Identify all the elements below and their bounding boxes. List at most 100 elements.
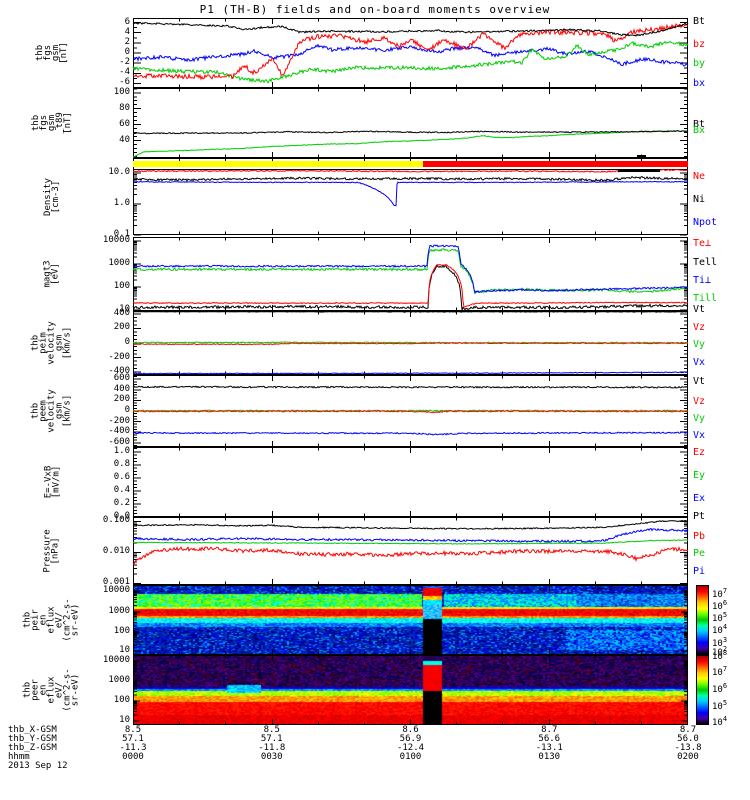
axis-value-thb_Y-GSM-0: 57.1: [122, 734, 144, 744]
density-legend-Npot: Npot: [693, 217, 718, 228]
electron-spec-cbar-label-1: 107: [712, 665, 728, 678]
peem-velocity-ytick-6: -600: [108, 436, 130, 447]
flag-bar-segment-1: [422, 161, 688, 167]
peem-velocity-ylabel-text: thb peem velocity gsm [km/s]: [30, 389, 73, 433]
density-mark-0: [618, 169, 661, 172]
density-trace-Ni: [132, 175, 689, 183]
axis-value-thb_Y-GSM-1: 57.1: [260, 734, 283, 744]
temperature-ytick-2: 100: [113, 280, 130, 291]
peem-velocity-trace-Vt: [132, 385, 689, 389]
temperature-trace-Till: [132, 248, 689, 295]
peim-velocity-trace-Vt: [133, 311, 689, 313]
ion-spec-ylabel: thb peir en eflux eV/ (cm^2-s- sr-eV): [4, 585, 100, 655]
pressure-legend-Pe: Pe: [693, 548, 706, 559]
electron-spec-ylabel-text: thb peer en eflux eV/ (cm^2-s- sr-eV): [22, 668, 81, 712]
fgs-gsm-ytick-6: -6: [119, 77, 130, 88]
fgs-gsm-ytick-2: 2: [124, 36, 130, 47]
fgs-gsm-t89-legend-Bx: Bx: [693, 125, 706, 136]
ion-spec-plot: [133, 585, 688, 655]
pressure-ytick-2: 0.001: [102, 577, 130, 588]
fgs-gsm-t89-ytick-0: 100: [113, 86, 130, 97]
axis-row-label-thb_Z-GSM: thb_Z-GSM: [8, 743, 57, 753]
ion-spec-cbar-label-1: 106: [712, 599, 728, 612]
peem-velocity-ylabel: thb peem velocity gsm [km/s]: [4, 375, 100, 447]
fgs-gsm-trace-bx: [132, 43, 689, 67]
peim-velocity-trace-Vx: [132, 371, 689, 375]
efield-ytick-2: 0.6: [113, 471, 130, 482]
peim-velocity-ytick-2: 0: [124, 337, 130, 347]
ion-spec-ylabel-text: thb peir en eflux eV/ (cm^2-s- sr-eV): [22, 598, 81, 642]
fgs-gsm-ytick-4: -2: [119, 57, 130, 68]
electron-spec-plot: [133, 655, 688, 725]
axis-value-thb_Y-GSM-3: 56.6: [538, 734, 561, 744]
temperature-legend-Till: Till: [693, 293, 718, 304]
pressure-legend-Pb: Pb: [693, 531, 706, 542]
axis-value-thb_X-GSM-4: 8.7: [679, 725, 697, 735]
pressure-ytick-1: 0.010: [102, 546, 130, 557]
electron-spec-ytick-1: 1000: [108, 675, 130, 685]
efield-legend-Ey: Ey: [693, 470, 706, 481]
peim-velocity-ylabel-text: thb peim velocity gsm [km/s]: [30, 321, 73, 365]
peim-velocity-ytick-1: 200: [113, 322, 130, 333]
efield-ytick-1: 0.8: [113, 458, 130, 469]
electron-spec-ytick-0: 10000: [102, 655, 130, 665]
fgs-gsm-ytick-3: 0: [124, 47, 130, 57]
axis-value-thb_X-GSM-3: 8.7: [541, 725, 558, 735]
fgs-gsm-t89-legend-Bt: Bt: [693, 119, 706, 130]
fgs-gsm-legend-bz: bz: [693, 39, 706, 50]
flag-bar-segment-0: [133, 161, 423, 167]
density-plot: [132, 157, 689, 236]
electron-spec-colorbar: [696, 655, 709, 725]
temperature-trace-Tell: [132, 264, 689, 311]
fgs-gsm-plot: [132, 18, 689, 88]
peem-velocity-ytick-3: 0: [124, 405, 130, 415]
fgs-gsm-t89-plot: [132, 88, 689, 158]
date-label: 2013 Sep 12: [8, 761, 68, 771]
density-legend-Ne: Ne: [693, 171, 706, 182]
ion-spec-cbar-label-0: 107: [712, 587, 728, 600]
density-ytick-0: 10.0: [108, 167, 130, 177]
fgs-gsm-t89-ytick-1: 80: [119, 102, 130, 113]
peim-velocity-ytick-3: -200: [108, 351, 130, 362]
electron-spec-cbar-label-4: 104: [712, 715, 728, 728]
peim-velocity-legend-Vy: Vy: [693, 339, 706, 350]
ion-spec-ytick-3: 10: [119, 645, 130, 655]
electron-spec-canvas: [133, 655, 688, 725]
efield-legend-Ex: Ex: [693, 493, 706, 504]
axis-value-thb_X-GSM-1: 8.5: [263, 725, 280, 735]
peim-velocity-ytick-0: 400: [113, 307, 130, 318]
fgs-gsm-legend-bx: bx: [693, 78, 706, 89]
peim-velocity-ytick-4: -400: [108, 366, 130, 377]
ion-spec-cbar-label-5: 102: [712, 645, 728, 658]
temperature-ylabel-text: magt3 [eV]: [43, 260, 61, 288]
axis-value-thb_Y-GSM-4: 56.0: [677, 734, 699, 744]
peem-velocity-trace-Vz: [132, 409, 689, 414]
peem-velocity-plot: [132, 375, 689, 447]
fgs-gsm-t89-trace-Bt: [132, 130, 689, 135]
peem-velocity-trace-Vx: [132, 431, 689, 436]
temperature-legend-Ti⊥: Ti⊥: [693, 275, 712, 286]
temperature-ytick-1: 1000: [108, 257, 130, 268]
fgs-gsm-trace-by: [132, 40, 689, 84]
pressure-ytick-0: 0.100: [102, 515, 130, 526]
pressure-ylabel-text: Pressure [nPa]: [42, 529, 61, 573]
efield-ylabel-text: E=-VxB [mV/m]: [42, 465, 61, 499]
density-legend-Ni: Ni: [693, 194, 706, 205]
ion-spec-cbar-label-4: 103: [712, 636, 728, 649]
electron-spec-ytick-3: 10: [119, 715, 130, 725]
peem-velocity-legend-Vt: Vt: [693, 376, 706, 387]
axis-value-hhmm-0: 0000: [122, 752, 144, 762]
temperature-legend-Te⊥: Te⊥: [693, 238, 712, 249]
axis-value-thb_X-GSM-2: 8.6: [402, 725, 419, 735]
pressure-legend-Pt: Pt: [693, 511, 706, 522]
density-ylabel: Density [cm-3]: [4, 158, 100, 235]
temperature-legend-Tell: Tell: [693, 257, 718, 268]
pressure-trace-Pi: [132, 527, 689, 543]
fgs-gsm-t89-trace-Bx: [132, 130, 689, 158]
efield-ytick-3: 0.4: [113, 484, 130, 495]
efield-legend-Ez: Ez: [693, 447, 706, 458]
efield-ylabel: E=-VxB [mV/m]: [4, 447, 100, 517]
electron-spec-cbar-label-0: 108: [712, 649, 728, 662]
peim-velocity-plot: [132, 311, 689, 375]
